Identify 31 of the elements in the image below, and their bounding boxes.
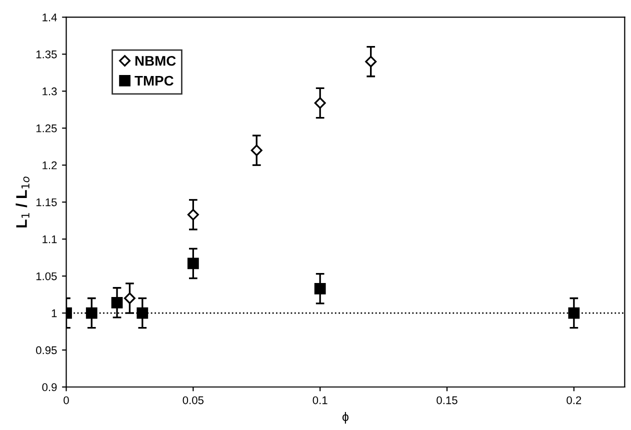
point bbox=[111, 296, 123, 308]
point bbox=[314, 282, 326, 294]
y-tick-label: 0.9 bbox=[42, 383, 57, 392]
y-tick-label: 0.95 bbox=[36, 346, 57, 354]
point bbox=[187, 208, 199, 220]
point bbox=[250, 144, 262, 156]
x-tick-label: 0 bbox=[64, 396, 69, 404]
y-axis-title: L$_{1}$ / L$_{1o}$ bbox=[16, 176, 30, 228]
y-tick-label: 1.4 bbox=[42, 14, 57, 22]
point bbox=[187, 258, 199, 270]
y-tick-label: 1.15 bbox=[36, 198, 57, 206]
x-axis-title: ϕ bbox=[342, 412, 348, 424]
y-tick-label: 1.35 bbox=[36, 50, 57, 58]
point bbox=[86, 307, 98, 319]
y-tick-label: 1.1 bbox=[42, 235, 57, 244]
point bbox=[136, 307, 148, 319]
y-tick-label: 1.2 bbox=[42, 161, 57, 170]
y-tick-label: 1.25 bbox=[36, 124, 57, 132]
x-tick-label: 0.05 bbox=[182, 396, 204, 404]
x-tick-label: 0.1 bbox=[312, 396, 328, 404]
legend-label: NBMC bbox=[135, 56, 176, 66]
point bbox=[124, 292, 136, 304]
x-tick-label: 0.2 bbox=[566, 396, 582, 404]
point bbox=[314, 97, 326, 109]
x-tick-label: 0.15 bbox=[436, 396, 458, 404]
y-tick-label: 1.05 bbox=[36, 272, 57, 280]
y-tick-label: 1.3 bbox=[42, 87, 57, 96]
y-tick-label: 1 bbox=[52, 309, 57, 318]
point bbox=[365, 56, 377, 68]
legend-label: TMPC bbox=[134, 76, 174, 86]
point bbox=[568, 307, 580, 319]
